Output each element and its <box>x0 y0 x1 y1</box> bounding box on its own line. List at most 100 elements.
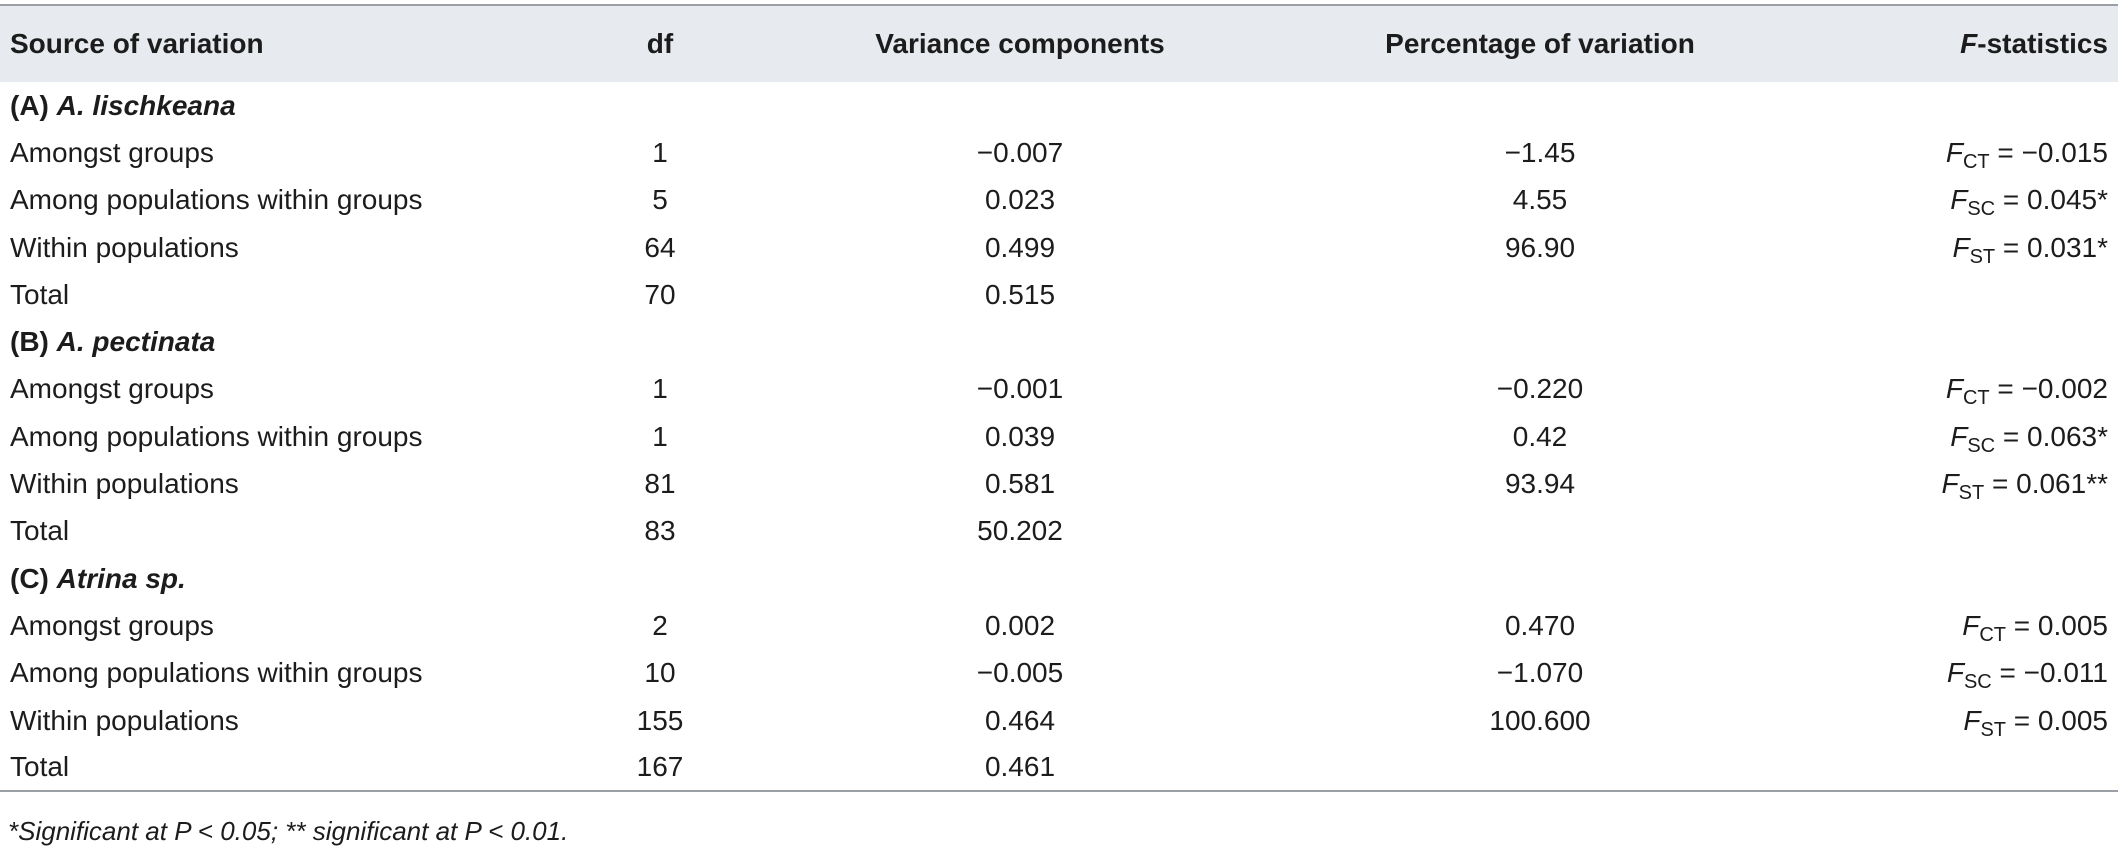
f-subscript: SC <box>1963 671 1992 694</box>
f-value: = 0.005 <box>2006 609 2108 641</box>
group-species: Atrina sp. <box>56 562 186 594</box>
table-row: Amongst groups 1 −0.007 −1.45 FCT = −0.0… <box>0 129 2118 176</box>
f-value: = 0.061** <box>1984 468 2108 500</box>
f-letter: F <box>1941 468 1959 500</box>
cell-variance: −0.001 <box>976 373 1064 405</box>
group-prefix: (A) <box>10 89 57 121</box>
cell-percentage: 4.55 <box>1512 184 1568 216</box>
f-subscript: CT <box>1962 150 1990 173</box>
header-row: Source of variation df Variance componen… <box>0 5 2118 82</box>
cell-df: 64 <box>644 231 676 263</box>
table-row-total: Total 167 0.461 <box>0 744 2118 793</box>
cell-percentage <box>1280 271 1800 318</box>
cell-source: Total <box>0 744 560 793</box>
cell-variance: 0.581 <box>984 468 1056 500</box>
cell-df: 167 <box>560 744 760 793</box>
f-subscript: SC <box>1967 198 1996 221</box>
group-prefix: (B) <box>10 326 57 358</box>
table-row: Amongst groups 2 0.002 0.470 FCT = 0.005 <box>0 602 2118 649</box>
cell-df: 155 <box>636 704 684 736</box>
table-row: Within populations 81 0.581 93.94 FST = … <box>0 460 2118 507</box>
table-row-total: Total 83 50.202 <box>0 508 2118 555</box>
f-letter: F <box>1946 657 1964 689</box>
cell-variance: −0.007 <box>976 136 1064 168</box>
table-body: (A) A. lischkeana Amongst groups 1 −0.00… <box>0 82 2118 793</box>
group-species: A. pectinata <box>56 326 216 358</box>
header-variance: Variance components <box>875 28 1165 59</box>
cell-df: 83 <box>644 515 676 547</box>
amova-table: Source of variation df Variance componen… <box>0 4 2118 793</box>
f-value: = 0.063* <box>1995 420 2108 452</box>
f-letter: F <box>1950 420 1968 452</box>
f-subscript: SC <box>1967 434 1996 457</box>
f-value: = 0.031* <box>1995 231 2108 263</box>
cell-variance: 0.023 <box>984 184 1056 216</box>
header-fstatistics: F-statistics <box>1800 5 2118 82</box>
cell-df: 70 <box>644 278 676 310</box>
cell-fstat: FCT = −0.015 <box>1800 129 2118 176</box>
group-prefix: (C) <box>10 562 57 594</box>
cell-source: Amongst groups <box>10 609 214 641</box>
f-subscript: CT <box>1979 623 2007 646</box>
cell-df: 1 <box>652 136 668 168</box>
group-label: (B) A. pectinata <box>0 318 2118 365</box>
table-header: Source of variation df Variance componen… <box>0 5 2118 82</box>
cell-fstat: FSC = 0.063* <box>1800 413 2118 460</box>
cell-percentage: 100.600 <box>1489 704 1591 736</box>
cell-fstat <box>1800 271 2118 318</box>
table-row: Among populations within groups 5 0.023 … <box>0 177 2118 224</box>
cell-fstat <box>1800 744 2118 793</box>
group-row-c: (C) Atrina sp. <box>0 555 2118 602</box>
table-footnote: *Significant at P < 0.05; ** significant… <box>8 816 569 846</box>
cell-fstat: FCT = −0.002 <box>1800 366 2118 413</box>
cell-source: Among populations within groups <box>10 657 423 689</box>
f-value: = −0.011 <box>1991 657 2109 689</box>
header-percentage: Percentage of variation <box>1385 28 1695 59</box>
cell-variance: −0.005 <box>976 657 1064 689</box>
cell-percentage: 96.90 <box>1504 231 1576 263</box>
table-row: Amongst groups 1 −0.001 −0.220 FCT = −0.… <box>0 366 2118 413</box>
f-subscript: ST <box>1980 718 2007 741</box>
table-row-total: Total 70 0.515 <box>0 271 2118 318</box>
cell-source: Among populations within groups <box>10 420 423 452</box>
header-source: Source of variation <box>10 28 264 59</box>
cell-variance: 0.461 <box>760 744 1280 793</box>
cell-source: Within populations <box>10 704 239 736</box>
f-value: = 0.045* <box>1995 184 2108 216</box>
f-letter: F <box>1945 373 1963 405</box>
table-row: Within populations 155 0.464 100.600 FST… <box>0 697 2118 744</box>
cell-source: Within populations <box>10 468 239 500</box>
f-value: = −0.015 <box>1989 136 2108 168</box>
f-subscript: ST <box>1958 482 1985 505</box>
f-value: = 0.005 <box>2006 704 2108 736</box>
cell-fstat: FSC = 0.045* <box>1800 177 2118 224</box>
cell-percentage: −0.220 <box>1496 373 1584 405</box>
cell-percentage: 0.470 <box>1504 609 1576 641</box>
cell-variance: 0.515 <box>984 278 1056 310</box>
cell-percentage <box>1280 508 1800 555</box>
cell-percentage: 0.42 <box>1512 420 1568 452</box>
table-row: Among populations within groups 1 0.039 … <box>0 413 2118 460</box>
cell-fstat: FST = 0.061** <box>1800 460 2118 507</box>
header-fstat-rest: -statistics <box>1977 28 2108 59</box>
f-letter: F <box>1950 184 1968 216</box>
cell-df: 2 <box>652 609 668 641</box>
cell-df: 1 <box>652 373 668 405</box>
cell-percentage: 93.94 <box>1504 468 1576 500</box>
cell-source: Within populations <box>10 231 239 263</box>
cell-df: 81 <box>644 468 676 500</box>
group-row-b: (B) A. pectinata <box>0 318 2118 365</box>
cell-percentage: −1.45 <box>1504 136 1576 168</box>
cell-fstat <box>1800 508 2118 555</box>
table-row: Within populations 64 0.499 96.90 FST = … <box>0 224 2118 271</box>
group-label: (A) A. lischkeana <box>0 82 2118 129</box>
f-letter: F <box>1963 704 1981 736</box>
cell-source: Total <box>10 515 70 547</box>
cell-source: Among populations within groups <box>10 184 423 216</box>
group-label: (C) Atrina sp. <box>0 555 2118 602</box>
cell-variance: 0.039 <box>984 420 1056 452</box>
cell-fstat: FST = 0.031* <box>1800 224 2118 271</box>
cell-source: Total <box>10 278 70 310</box>
header-fstat-italic: F <box>1960 28 1978 59</box>
